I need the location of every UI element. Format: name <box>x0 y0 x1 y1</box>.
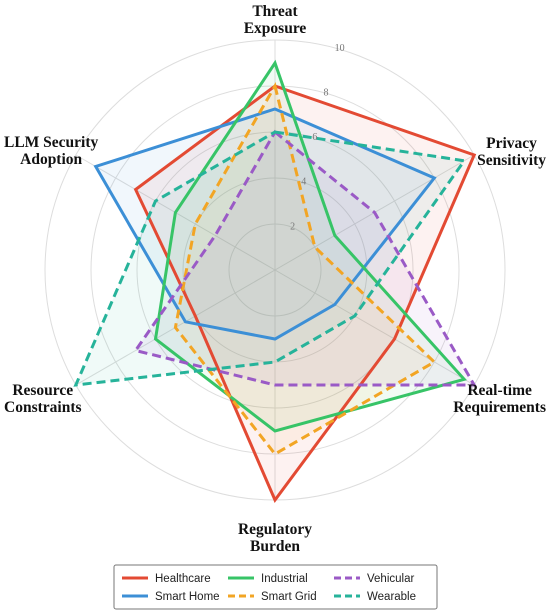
series-area-smart-grid <box>175 86 435 454</box>
axis-label-line: Resource <box>12 382 73 399</box>
legend-item-vehicular: Vehicular <box>334 573 414 585</box>
legend-label: Smart Grid <box>261 591 317 603</box>
series-lines <box>73 59 477 503</box>
tick-label-2: 2 <box>290 221 295 232</box>
series-area-wearable <box>75 132 465 385</box>
axis-label-line: Threat <box>252 3 298 20</box>
series-line-smart-home <box>93 107 437 341</box>
axis-label-line: Burden <box>250 538 300 555</box>
legend-label: Wearable <box>367 591 416 603</box>
legend-item-industrial: Industrial <box>228 573 308 585</box>
legend-box <box>113 564 438 610</box>
tick-label-10: 10 <box>335 43 345 54</box>
axis-label-line: Adoption <box>20 151 82 168</box>
legend-label: Industrial <box>261 573 308 585</box>
legend-item-smart-home: Smart Home <box>122 591 220 603</box>
series-line-vehicular <box>133 129 477 387</box>
legend-item-healthcare: Healthcare <box>122 573 211 585</box>
series-line-wearable <box>73 130 467 387</box>
series-line-healthcare <box>133 84 477 503</box>
series-area-industrial <box>155 63 465 431</box>
legend: Healthcare Smart Home Industrial Smart Grid… <box>113 564 438 610</box>
axis-label-line: Constraints <box>4 399 82 416</box>
legend-label: Healthcare <box>155 573 211 585</box>
series-area-healthcare <box>135 86 475 500</box>
axis-label-line: Privacy <box>486 135 537 152</box>
legend-label: Smart Home <box>155 591 220 603</box>
legend-item-smart-grid: Smart Grid <box>228 591 317 603</box>
axis-label-line: Requirements <box>453 399 546 416</box>
axis-label-line: Real-time <box>467 382 532 399</box>
legend-label: Vehicular <box>367 573 414 585</box>
series-area-vehicular <box>135 132 475 385</box>
series-line-industrial <box>153 59 467 433</box>
axis-label-line: Sensitivity <box>477 152 546 169</box>
series-fills <box>75 63 475 500</box>
tick-label-6: 6 <box>312 132 317 143</box>
tick-label-8: 8 <box>324 87 329 98</box>
axis-label-line: LLM Security <box>4 134 99 151</box>
tick-label-4: 4 <box>301 177 306 188</box>
radial-tick-labels: 2 4 6 8 10 <box>290 43 345 233</box>
legend-item-wearable: Wearable <box>334 591 416 603</box>
grid-spoke <box>274 269 475 386</box>
axis-label-line: Exposure <box>244 20 307 37</box>
axis-label-line: Regulatory <box>238 521 312 538</box>
